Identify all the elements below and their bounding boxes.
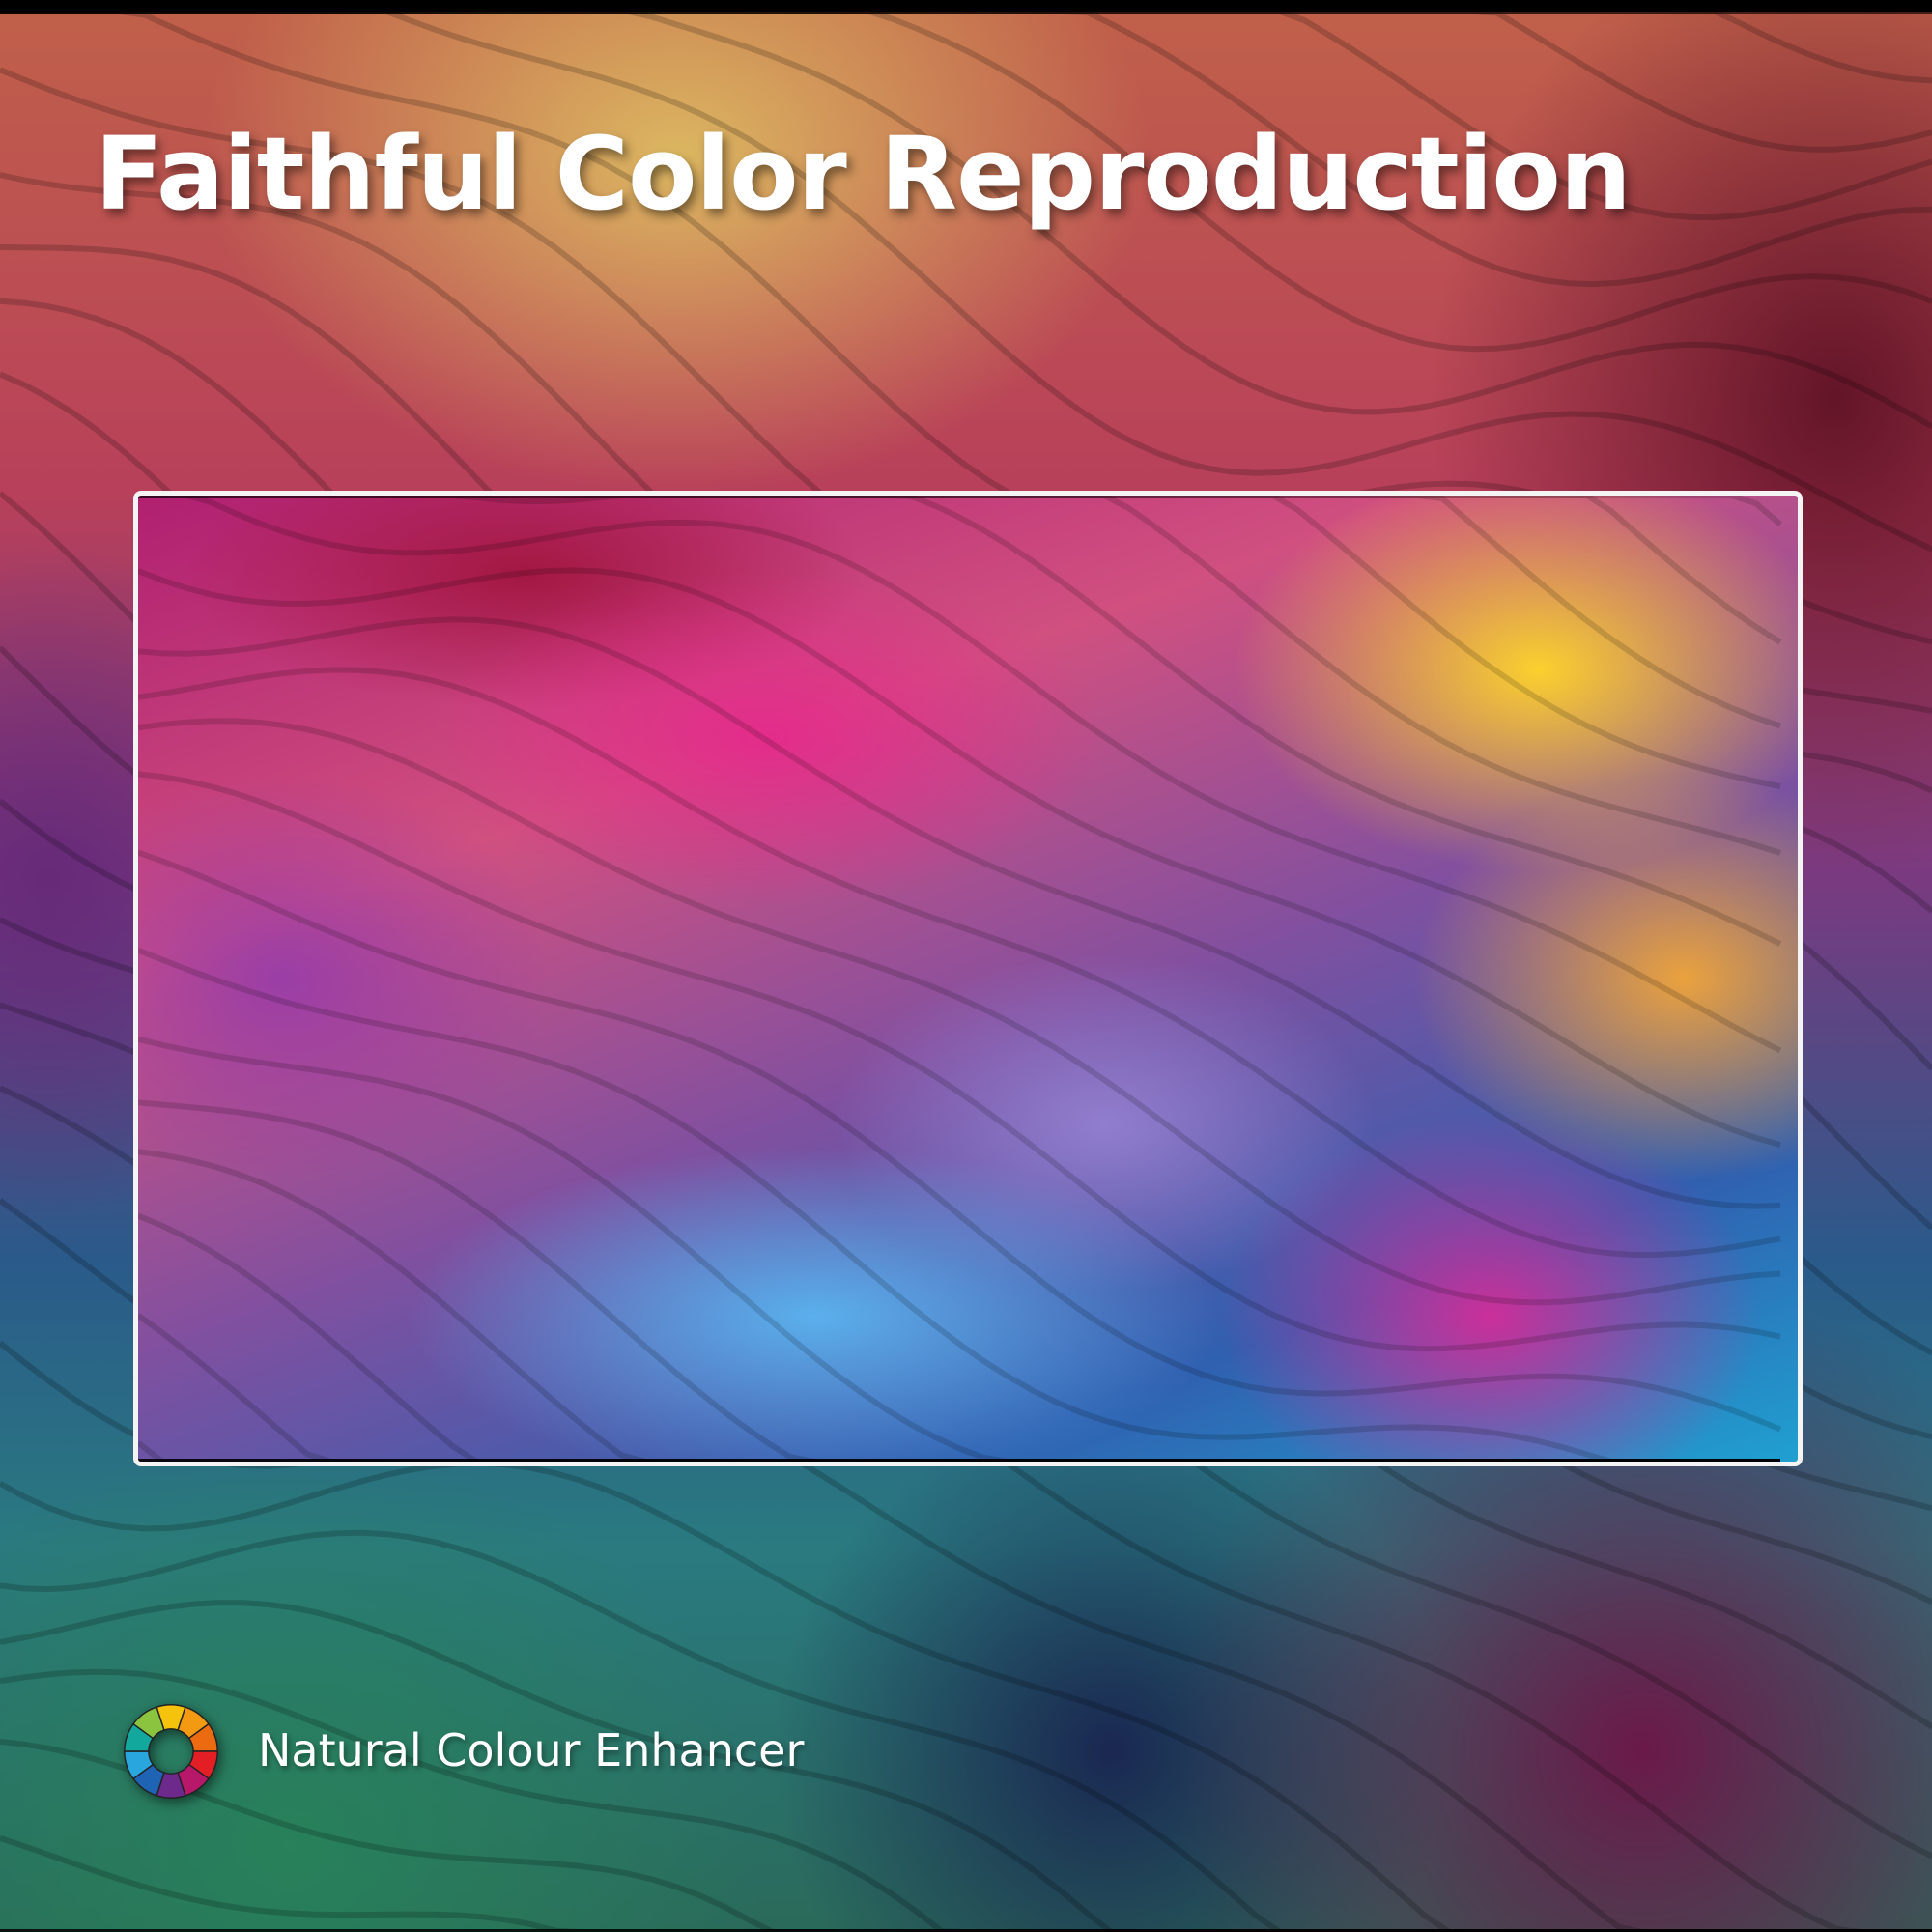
wave-line: [0, 12, 1932, 288]
wave-line: [138, 496, 1782, 947]
wave-line: [138, 496, 1781, 856]
brand-name: Natural Colour Enhancer: [258, 1724, 805, 1776]
wave-line: [0, 12, 1932, 353]
wave-line: [0, 1529, 1932, 1932]
top-black-bar: [0, 0, 1932, 12]
page-title: Faithful Color Reproduction: [95, 115, 1632, 233]
wave-line: [0, 1600, 1932, 1932]
wave-line: [138, 496, 1781, 790]
wave-line: [138, 1149, 1780, 1462]
wave-line: [0, 1835, 1932, 1932]
color-wheel-icon: [124, 1704, 218, 1799]
wave-line: [138, 1036, 1780, 1462]
wave-line: [0, 12, 1932, 553]
wave-line: [138, 1212, 1780, 1462]
wave-line: [138, 616, 1781, 1209]
preview-wave-lines: [138, 496, 1782, 1462]
color-wheel-segment: [132, 1706, 165, 1740]
wave-line: [0, 1668, 1932, 1932]
wave-line: [0, 12, 1932, 153]
wave-line: [138, 1099, 1780, 1462]
wave-line: [138, 947, 1780, 1462]
wave-line: [0, 12, 1932, 430]
wave-line: [138, 496, 1781, 729]
wave-line: [138, 718, 1781, 1306]
wave-line: [138, 849, 1782, 1433]
wave-line: [0, 1460, 1932, 1932]
wave-line: [0, 12, 1932, 221]
wave-line: [0, 1738, 1932, 1932]
wave-line: [138, 771, 1781, 1352]
color-preview-frame: [133, 491, 1803, 1466]
wave-line: [138, 667, 1781, 1259]
wave-line: [138, 567, 1781, 1148]
wave-line: [138, 496, 1782, 1054]
